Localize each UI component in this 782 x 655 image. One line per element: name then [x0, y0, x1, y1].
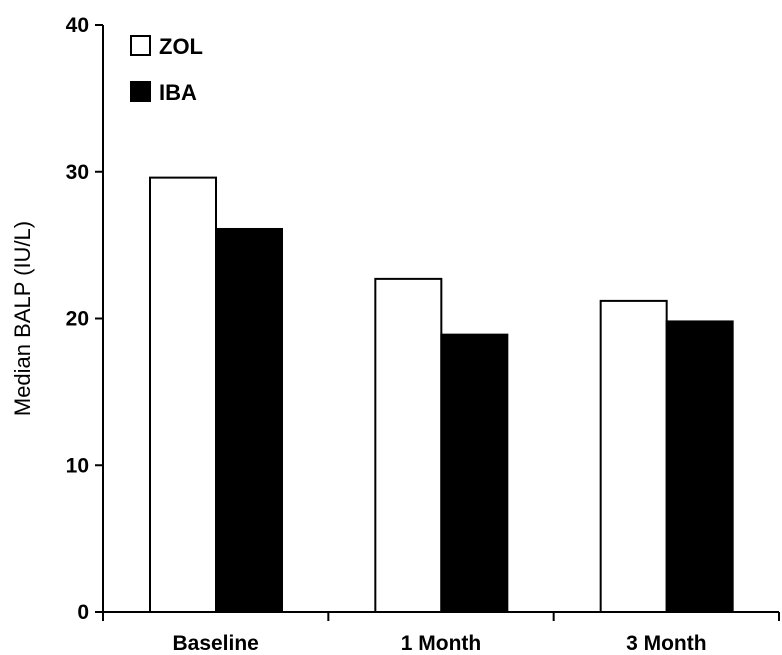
y-tick-label-4: 40 [66, 14, 89, 37]
bar-zol-1 [374, 277, 443, 613]
legend-label-iba: IBA [159, 80, 197, 105]
bar-iba-2 [665, 320, 734, 613]
y-tick-label-3: 30 [66, 161, 89, 184]
legend-label-zol: ZOL [159, 34, 203, 59]
bars-group [149, 176, 734, 613]
y-axis-label: Median BALP (IU/L) [10, 221, 35, 416]
y-tick-label-1: 10 [66, 454, 89, 477]
x-tick-label-0: Baseline [172, 632, 258, 655]
x-ticks-group: Baseline 1 Month 3 Month [102, 612, 780, 655]
legend-swatch-iba [130, 81, 151, 102]
y-tick-label-2: 20 [66, 308, 89, 331]
legend: ZOL IBA [130, 34, 203, 105]
y-tick-label-0: 0 [77, 601, 89, 624]
bar-zol-2 [599, 299, 668, 613]
bar-zol-0 [149, 176, 217, 613]
y-ticks-group: 0 10 20 30 40 [66, 14, 103, 624]
x-tick-label-2: 3 Month [626, 632, 706, 655]
legend-swatch-zol [130, 35, 151, 56]
bar-iba-1 [440, 333, 509, 613]
x-tick-label-1: 1 Month [401, 632, 481, 655]
bar-iba-0 [215, 227, 283, 613]
